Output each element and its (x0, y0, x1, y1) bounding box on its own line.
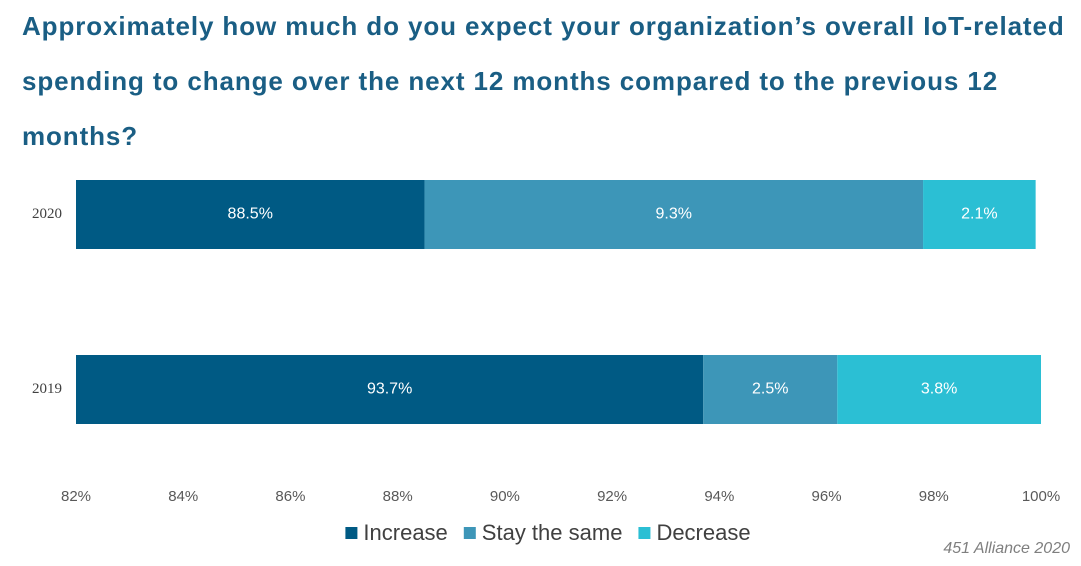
bar-segment (703, 355, 838, 424)
bar-segment (837, 355, 1041, 424)
legend-label: Stay the same (482, 520, 623, 545)
x-tick-label: 90% (490, 488, 520, 505)
x-tick-label: 92% (597, 488, 627, 505)
x-tick-label: 84% (168, 488, 198, 505)
plot-area (76, 180, 1041, 424)
legend-swatch (345, 527, 358, 539)
data-label: 93.7% (367, 381, 412, 398)
data-label: 2.1% (961, 206, 997, 223)
legend-label: Decrease (656, 520, 750, 545)
source: 451 Alliance 2020 (943, 540, 1070, 557)
x-tick-label: 86% (275, 488, 305, 505)
bar-segment (923, 180, 1036, 249)
x-tick-label: 82% (61, 488, 91, 505)
legend-swatch (463, 527, 476, 539)
x-tick-label: 98% (919, 488, 949, 505)
x-tick-label: 94% (704, 488, 734, 505)
y-tick-label: 2020 (32, 206, 62, 222)
x-tick-label: 88% (383, 488, 413, 505)
x-tick-label: 100% (1022, 488, 1060, 505)
legend-label: Increase (363, 520, 447, 545)
chart-title: Approximately how much do you expect you… (22, 11, 1065, 151)
legend: Increase Stay the same Decrease (345, 520, 751, 545)
data-label: 3.8% (921, 381, 957, 398)
y-tick-label: 2019 (32, 381, 62, 397)
x-tick-label: 96% (812, 488, 842, 505)
bar-segment (76, 355, 704, 424)
legend-swatch (638, 527, 651, 539)
data-label: 2.5% (752, 381, 788, 398)
bar-segment (76, 180, 425, 249)
bar-segment (424, 180, 924, 249)
data-label: 88.5% (228, 206, 273, 223)
data-label: 9.3% (656, 206, 692, 223)
